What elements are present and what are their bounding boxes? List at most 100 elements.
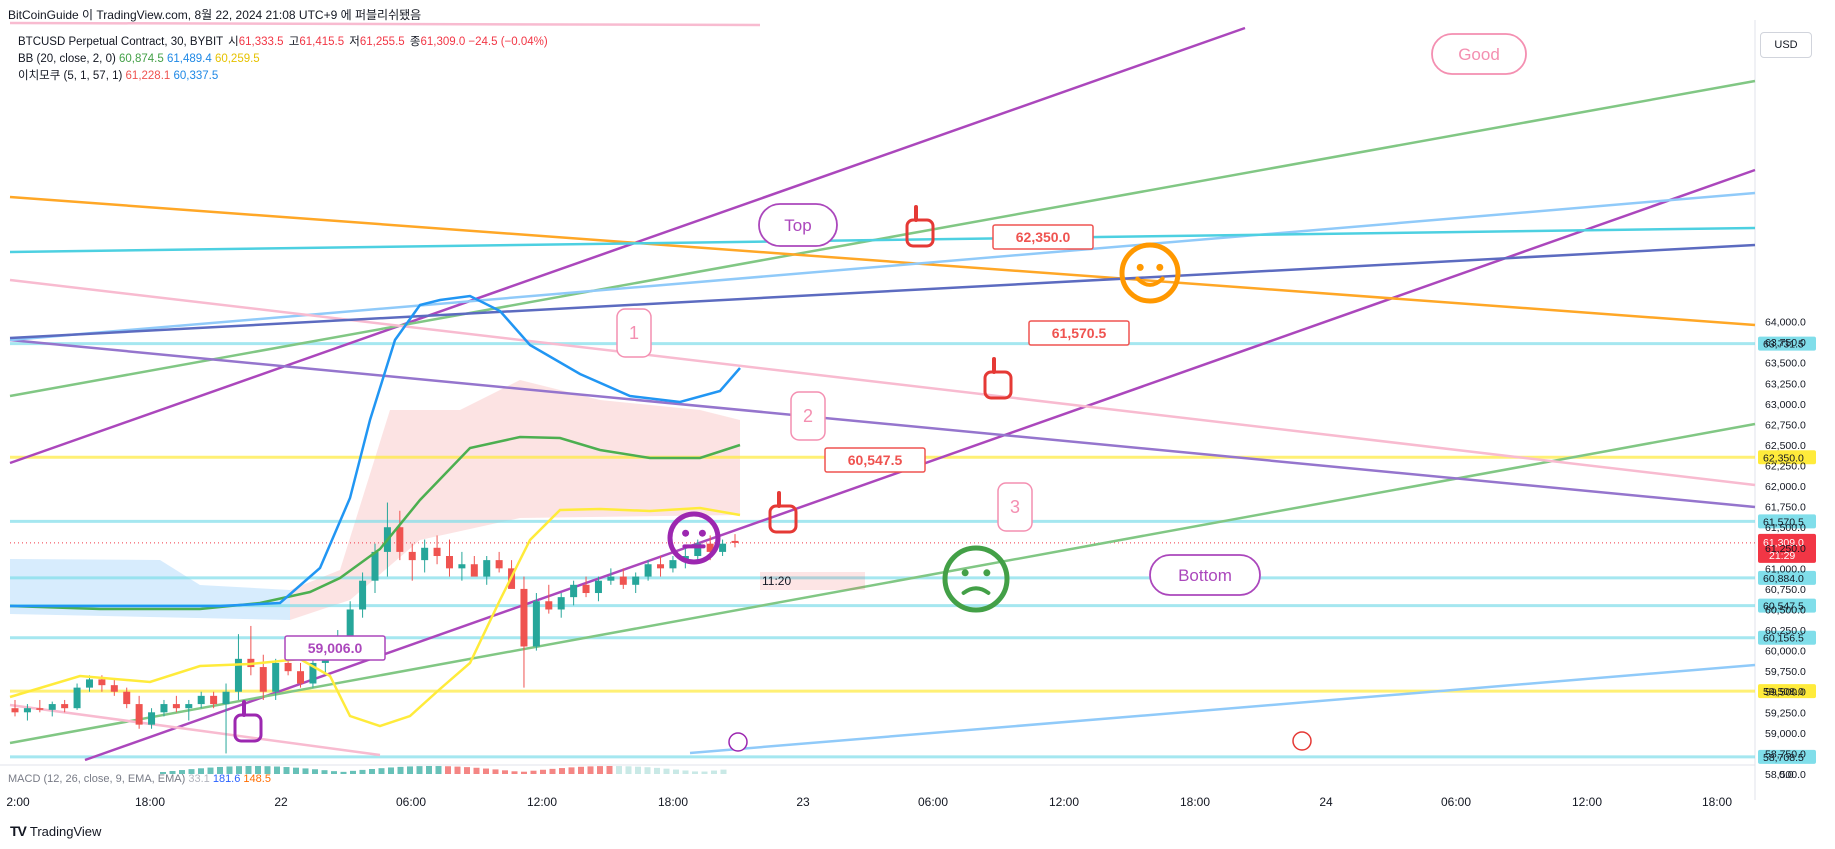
candle-body[interactable] [657, 564, 665, 569]
macd-bar [540, 769, 546, 774]
happy-face-icon[interactable] [1119, 242, 1181, 304]
currency-button[interactable]: USD [1760, 32, 1812, 58]
candle-body[interactable] [470, 564, 478, 577]
candle-body[interactable] [607, 576, 615, 581]
candle-body[interactable] [408, 551, 416, 561]
bubble-good-shape[interactable] [1431, 33, 1527, 75]
candle-body[interactable] [545, 601, 553, 610]
candle-body[interactable] [23, 708, 31, 713]
candle-body[interactable] [11, 708, 19, 713]
candle-body[interactable] [458, 564, 466, 569]
confused-face-icon[interactable] [942, 545, 1010, 613]
us-flag-event-icon[interactable] [1292, 731, 1312, 751]
footer[interactable]: TV TradingView [10, 823, 101, 839]
candle-body[interactable] [719, 543, 727, 552]
candle-body[interactable] [148, 712, 156, 725]
macd-bar [445, 766, 451, 774]
legend-ichimoku-row[interactable]: 이치모쿠 (5, 1, 57, 1) 61,228.1 60,337.5 [18, 68, 548, 85]
number-box-shape-1[interactable] [790, 391, 826, 441]
bubble-good: Good [1458, 45, 1500, 64]
candle-body[interactable] [185, 704, 193, 709]
candle-body[interactable] [48, 704, 56, 710]
candle-body[interactable] [172, 704, 180, 709]
candle-body[interactable] [359, 580, 367, 610]
tradingview-logo-icon: TV [10, 823, 27, 839]
candle-body[interactable] [644, 564, 652, 577]
number-box-shape-0[interactable] [616, 308, 652, 358]
candle-body[interactable] [123, 691, 131, 705]
candle-body[interactable] [284, 662, 292, 672]
open-label: 시 [228, 36, 239, 48]
trend-line-12[interactable] [9, 21, 761, 27]
trend-line-10[interactable] [9, 243, 1756, 340]
trend-line-9[interactable] [9, 226, 1756, 254]
candle-body[interactable] [483, 560, 491, 577]
candle-body[interactable] [98, 679, 106, 686]
legend-symbol-row[interactable]: BTCUSD Perpetual Contract, 30, BYBIT 시61… [18, 34, 548, 51]
price-callout-box-2[interactable] [824, 447, 926, 473]
candle-body[interactable] [396, 527, 404, 552]
candle-body[interactable] [210, 695, 218, 705]
candle-body[interactable] [731, 540, 739, 543]
candle-body[interactable] [259, 667, 267, 692]
candle-body[interactable] [594, 580, 602, 594]
trend-line-8[interactable] [9, 278, 1756, 487]
trend-line-5[interactable] [9, 338, 1756, 509]
price-callout-box-1[interactable] [1028, 320, 1130, 346]
candle-body[interactable] [520, 588, 528, 647]
price-chart[interactable]: 63,731.5 62,350.0 61,570.5 60,884.0 60,547.5… [0, 20, 1835, 840]
candle-body[interactable] [61, 704, 69, 709]
candle-body[interactable] [309, 662, 317, 684]
trend-line-0[interactable] [9, 26, 1246, 465]
candle-body[interactable] [73, 687, 81, 709]
candle-body[interactable] [532, 601, 540, 647]
candle-body[interactable] [346, 609, 354, 639]
trend-line-2[interactable] [9, 422, 1756, 745]
number-box-shape-2[interactable] [997, 482, 1033, 532]
price-callout-box-3[interactable] [284, 635, 386, 661]
macd-label: MACD (12, 26, close, 9, EMA, EMA) [8, 773, 186, 785]
candle-body[interactable] [445, 556, 453, 569]
candle-body[interactable] [706, 543, 714, 552]
bubble-top-shape[interactable] [758, 203, 838, 247]
candle-body[interactable] [272, 662, 280, 692]
macd-bar [559, 768, 565, 774]
level-tag-3: 60,884.0 [1763, 573, 1804, 585]
candle-body[interactable] [495, 560, 503, 569]
candle-body[interactable] [557, 597, 565, 610]
candle-body[interactable] [433, 547, 441, 557]
neutral-face-icon[interactable] [667, 511, 721, 565]
price-callout-box-0[interactable] [992, 224, 1094, 250]
candle-body[interactable] [234, 658, 242, 692]
candle-body[interactable] [135, 704, 143, 725]
macd-bar [397, 766, 404, 774]
candle-body[interactable] [222, 691, 230, 705]
candle-body[interactable] [669, 560, 677, 569]
bubble-bottom-shape[interactable] [1149, 554, 1261, 596]
macd-legend[interactable]: MACD (12, 26, close, 9, EMA, EMA) 33.1 1… [8, 773, 271, 785]
level-tag-6: 59,508.0 [1763, 686, 1804, 698]
candle-body[interactable] [694, 543, 702, 557]
trend-line-11[interactable] [9, 703, 381, 757]
candle-body[interactable] [582, 584, 590, 594]
lightning-event-icon[interactable] [728, 732, 748, 752]
candle-body[interactable] [160, 704, 168, 713]
x-tick-5: 18:00 [658, 795, 688, 809]
candle-body[interactable] [110, 685, 118, 692]
candle-body[interactable] [632, 576, 640, 585]
candle-body[interactable] [619, 576, 627, 585]
candle-body[interactable] [36, 708, 44, 710]
candle-body[interactable] [570, 584, 578, 598]
candle-body[interactable] [85, 679, 93, 688]
candle-body[interactable] [297, 671, 305, 684]
trend-line-4[interactable] [9, 195, 1756, 327]
candle-body[interactable] [371, 551, 379, 581]
candle-body[interactable] [197, 695, 205, 705]
candle-body[interactable] [421, 547, 429, 561]
legend-bb-row[interactable]: BB (20, close, 2, 0) 60,874.5 61,489.4 6… [18, 51, 548, 68]
trend-line-6[interactable] [9, 191, 1756, 342]
trend-line-7[interactable] [689, 663, 1756, 755]
confused-face-icon-eye-left [961, 569, 969, 577]
macd-bar [511, 771, 518, 774]
trend-line-3[interactable] [9, 79, 1756, 398]
